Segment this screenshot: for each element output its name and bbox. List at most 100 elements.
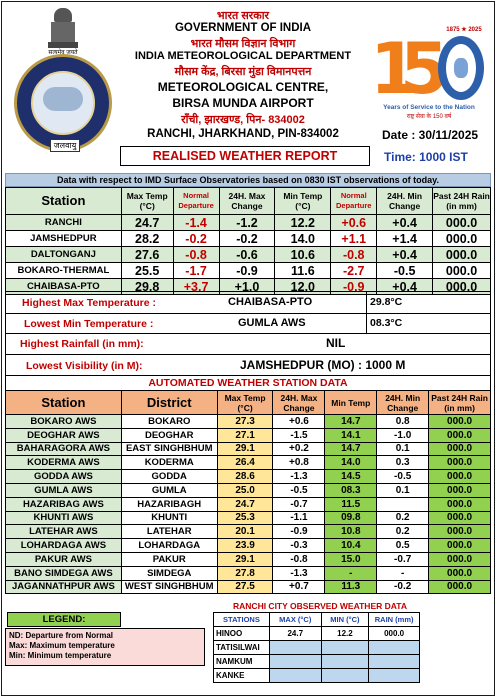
cell: 0.5 xyxy=(376,538,430,553)
station-name: BOKARO AWS xyxy=(5,414,122,429)
cell: 28.6 xyxy=(216,469,274,484)
cell: 15.0 xyxy=(324,551,378,567)
station-name: KHUNTI AWS xyxy=(5,510,122,526)
legend-line: ND: Departure from Normal xyxy=(9,631,114,640)
table-row: KODERMA AWS KODERMA 26.4 +0.8 14.0 0.3 000.0 xyxy=(5,455,491,471)
cell: -2.7 xyxy=(330,262,378,279)
cell: -0.8 xyxy=(172,246,220,263)
highest-max-label: Highest Max Temperature : xyxy=(22,297,157,309)
cell xyxy=(268,654,322,669)
cell: 0.8 xyxy=(376,414,430,429)
cell: 23.9 xyxy=(216,538,274,553)
cell: 0.1 xyxy=(376,482,430,498)
district-name: GODDA xyxy=(120,469,218,484)
cell: 000.0 xyxy=(428,482,491,498)
highest-rain-value: NIL xyxy=(326,336,346,350)
header-govt: GOVERNMENT OF INDIA xyxy=(174,22,312,34)
cell: -1.0 xyxy=(376,427,430,443)
cell xyxy=(376,496,430,512)
table-row: BOKARO-THERMAL 25.5 -1.7 -0.9 11.6 -2.7 … xyxy=(5,262,491,279)
cell: 27.3 xyxy=(216,414,274,429)
cell: -0.2 xyxy=(376,579,430,595)
col-header: Max Temp (°C) xyxy=(216,390,274,415)
ranchi-city-table: STATIONS MAX (°C) MIN (°C) RAIN (mm) HIN… xyxy=(213,612,420,683)
table-row: RANCHI 24.7 -1.4 -1.2 12.2 +0.6 +0.4 000… xyxy=(5,214,491,231)
district-name: SIMDEGA xyxy=(120,565,218,581)
cell: 24.7 xyxy=(120,214,174,231)
col-header: 24H. Min Change xyxy=(376,390,430,415)
legend-line: Max: Maximum temperature xyxy=(9,641,115,650)
table-row: PAKUR AWS PAKUR 29.1 -0.8 15.0 -0.7 000.0 xyxy=(5,551,491,567)
report-date: Date : 30/11/2025 xyxy=(382,128,479,142)
table-row: GUMLA AWS GUMLA 25.0 -0.5 08.3 0.1 000.0 xyxy=(5,482,491,498)
cell: 000.0 xyxy=(432,230,491,247)
cell: 27.5 xyxy=(216,579,274,595)
cell: -0.2 xyxy=(172,230,220,247)
cell: 000.0 xyxy=(428,551,491,567)
cell: -0.5 xyxy=(376,469,430,484)
table-row: BAHARAGORA AWS EAST SINGHBHUM 29.1 +0.2 14.7… xyxy=(5,441,491,457)
cell: -1.1 xyxy=(272,510,326,526)
aws-title: AUTOMATED WEATHER STATION DATA xyxy=(5,376,491,390)
table-row: HAZARIBAG AWS HAZARIBAGH 24.7 -0.7 11.5 000.0 xyxy=(5,496,491,512)
col-header: Max Temp (°C) xyxy=(120,187,174,215)
cell xyxy=(368,668,420,683)
national-emblem: सत्यमेव जयते xyxy=(48,8,78,58)
cell: 14.7 xyxy=(324,414,378,429)
station-name: BOKARO-THERMAL xyxy=(5,262,122,279)
district-name: KHUNTI xyxy=(120,510,218,526)
cell: -0.3 xyxy=(272,538,326,553)
highest-max-value: 29.8°C xyxy=(370,296,403,308)
cell: - xyxy=(376,565,430,581)
col-header: Min Temp (°C) xyxy=(274,187,332,215)
logo150-years-range: 1875 ★ 2025 xyxy=(446,27,482,33)
table-row: JAMSHEDPUR 28.2 -0.2 -0.2 14.0 +1.1 +1.4… xyxy=(5,230,491,247)
header-centre: METEOROLOGICAL CENTRE, xyxy=(157,80,329,94)
col-header: Normal Departure xyxy=(172,187,220,215)
col-header: Past 24H Rain (in mm) xyxy=(428,390,491,415)
col-header: Station xyxy=(5,390,122,415)
cell: -1.5 xyxy=(272,427,326,443)
station-name: HINOO xyxy=(213,626,270,641)
table-row: LOHARDAGA AWS LOHARDAGA 23.9 -0.3 10.4 0.5 000… xyxy=(5,538,491,553)
cell: 000.0 xyxy=(428,427,491,443)
col-header: MIN (°C) xyxy=(320,612,370,627)
cell: 09.8 xyxy=(324,510,378,526)
cell: -0.9 xyxy=(218,262,276,279)
cell: 29.8 xyxy=(120,278,174,295)
legend-box: ND: Departure from Normal Max: Maximum t… xyxy=(5,628,205,666)
cell: 000.0 xyxy=(432,246,491,263)
cell: 000.0 xyxy=(368,626,420,641)
cell: 10.8 xyxy=(324,524,378,540)
seal-label: जलवायु xyxy=(50,139,80,152)
col-header: 24H. Max Change xyxy=(218,187,276,215)
station-name: TATISILWAI xyxy=(213,640,270,655)
header-hindi-centre: मौसम केंद्र, बिरसा मुंडा विमानपत्तन xyxy=(174,66,312,78)
cell: +3.7 xyxy=(172,278,220,295)
cell: +0.8 xyxy=(272,455,326,471)
table-row: GODDA AWS GODDA 28.6 -1.3 14.5 -0.5 000.0 xyxy=(5,469,491,484)
cell: 0.2 xyxy=(376,524,430,540)
cell: 000.0 xyxy=(428,579,491,595)
district-name: KODERMA xyxy=(120,455,218,471)
cell: 08.3 xyxy=(324,482,378,498)
district-name: PAKUR xyxy=(120,551,218,567)
cell: 0.2 xyxy=(376,510,430,526)
station-table: Station Max Temp (°C) Normal Departure 2… xyxy=(5,187,491,295)
table-row: BOKARO AWS BOKARO 27.3 +0.6 14.7 0.8 000.0 xyxy=(5,414,491,429)
col-header: RAIN (mm) xyxy=(368,612,420,627)
cell: -0.9 xyxy=(330,278,378,295)
cell: 000.0 xyxy=(432,262,491,279)
cell: +1.1 xyxy=(330,230,378,247)
col-header: Normal Departure xyxy=(330,187,378,215)
cell: 14.7 xyxy=(324,441,378,457)
cell xyxy=(368,654,420,669)
cell: -0.5 xyxy=(376,262,434,279)
highest-rain-label: Highest Rainfall (in mm): xyxy=(20,338,144,350)
logo150-hindi-caption: राष्ट्र सेवा के 150 वर्ष xyxy=(406,114,452,120)
station-name: LATEHAR AWS xyxy=(5,524,122,540)
cell: 24.7 xyxy=(216,496,274,512)
cell: 000.0 xyxy=(428,524,491,540)
cell: 14.0 xyxy=(274,230,332,247)
cell: 000.0 xyxy=(428,510,491,526)
